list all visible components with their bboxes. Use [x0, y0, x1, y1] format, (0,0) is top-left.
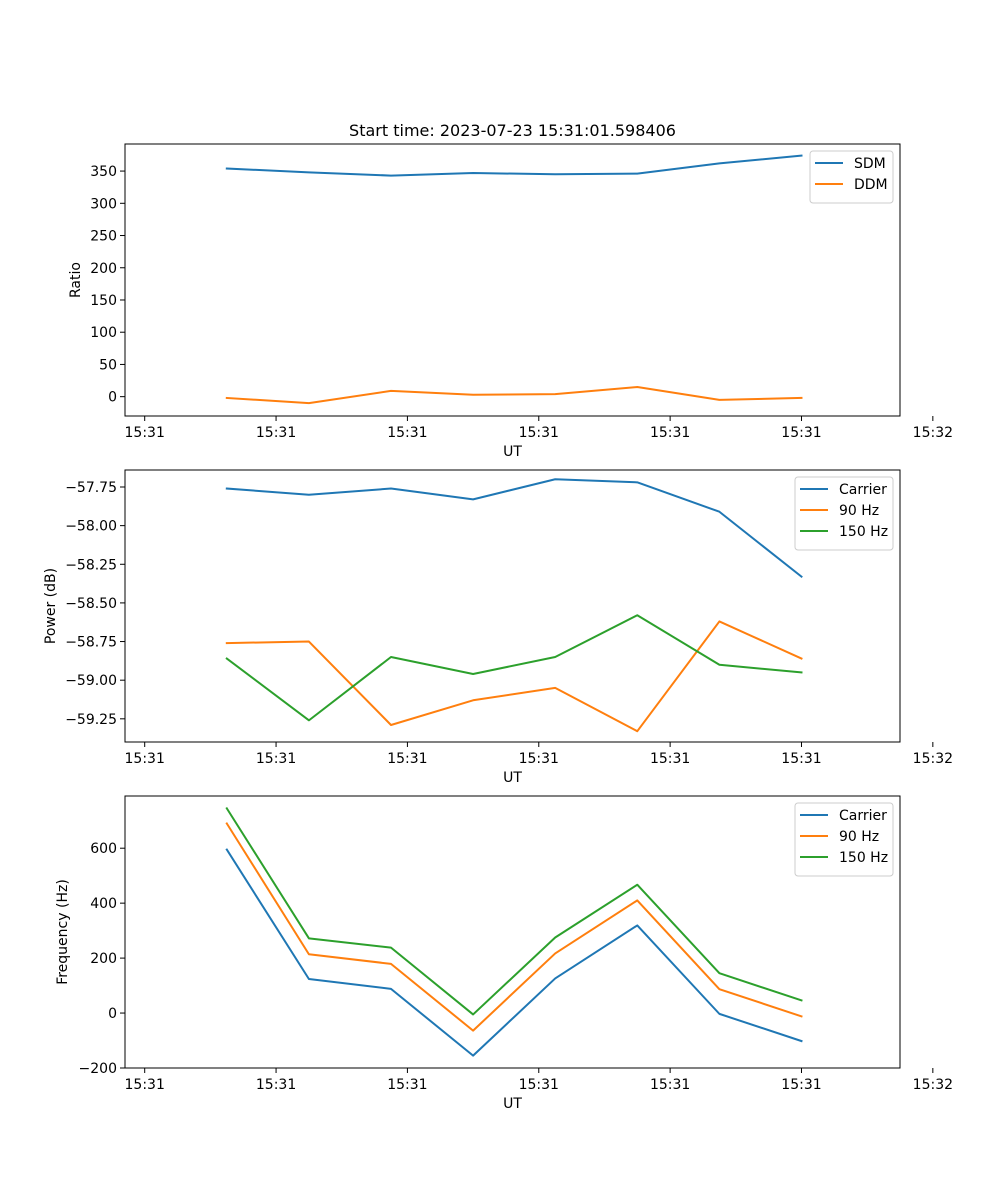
y-tick-label: 250 — [90, 229, 117, 245]
x-tick-label: 15:31 — [519, 1077, 559, 1093]
legend-label: SDM — [854, 156, 886, 172]
x-tick-label: 15:31 — [387, 425, 427, 441]
chart-panel-3: 15:31 15:31 15:31 15:31 15:31 15:31 15:32 −200 0… — [55, 795, 953, 1112]
y-tick-label: −58.25 — [65, 557, 117, 573]
y-tick-label: 100 — [90, 325, 117, 341]
x-tick-label: 15:31 — [519, 425, 559, 441]
series-line-150-hz — [225, 806, 803, 1016]
y-tick-label: −57.75 — [65, 480, 117, 496]
series-line-carrier — [225, 478, 803, 579]
legend-label: 150 Hz — [839, 524, 888, 540]
y-tick-label: 0 — [108, 1006, 117, 1022]
y-tick-label: 600 — [90, 841, 117, 857]
series-line-carrier — [225, 848, 803, 1057]
legend-label: Carrier — [839, 482, 887, 498]
x-tick-label: 15:32 — [913, 751, 953, 767]
x-tick-label: 15:31 — [256, 751, 296, 767]
axes-frame — [124, 469, 901, 743]
chart-panel-1: 15:31 15:31 15:31 15:31 15:31 15:31 15:32 0 50 10… — [68, 143, 953, 460]
x-axis-label: UT — [503, 1096, 522, 1112]
series-line-90-hz — [225, 620, 803, 733]
chart-panel-2: 15:31 15:31 15:31 15:31 15:31 15:31 15:32 −59.2… — [43, 469, 953, 786]
series-line-150-hz — [225, 614, 803, 722]
x-tick-label: 15:31 — [781, 1077, 821, 1093]
x-tick-label: 15:31 — [387, 1077, 427, 1093]
x-tick-label: 15:31 — [256, 425, 296, 441]
series-line-sdm — [225, 154, 803, 177]
legend: SDM DDM — [809, 150, 894, 204]
y-tick-label: 300 — [90, 196, 117, 212]
x-tick-label: 15:31 — [125, 751, 165, 767]
x-axis-label: UT — [503, 770, 522, 786]
y-tick-label: 150 — [90, 293, 117, 309]
x-tick-label: 15:32 — [913, 1077, 953, 1093]
y-axis-label: Ratio — [68, 262, 84, 298]
y-axis-label: Power (dB) — [43, 568, 59, 644]
y-tick-label: 200 — [90, 951, 117, 967]
x-tick-label: 15:31 — [125, 425, 165, 441]
series-line-ddm — [225, 386, 803, 405]
series-line-90-hz — [225, 822, 803, 1032]
x-tick-label: 15:31 — [519, 751, 559, 767]
x-tick-label: 15:31 — [650, 751, 690, 767]
y-tick-label: 200 — [90, 261, 117, 277]
x-tick-label: 15:31 — [125, 1077, 165, 1093]
x-tick-label: 15:31 — [256, 1077, 296, 1093]
x-tick-label: 15:31 — [781, 751, 821, 767]
x-tick-label: 15:31 — [650, 1077, 690, 1093]
y-tick-label: 50 — [99, 357, 117, 373]
legend: Carrier 90 Hz 150 Hz — [794, 476, 894, 551]
y-axis-label: Frequency (Hz) — [55, 879, 71, 985]
legend-label: 90 Hz — [839, 503, 879, 519]
legend-label: DDM — [854, 177, 888, 193]
y-tick-label: −58.00 — [65, 519, 117, 535]
axes-frame — [124, 795, 901, 1069]
figure-title: Start time: 2023-07-23 15:31:01.598406 — [349, 121, 676, 140]
x-tick-label: 15:31 — [650, 425, 690, 441]
y-tick-label: 400 — [90, 896, 117, 912]
y-tick-label: −200 — [79, 1061, 117, 1077]
y-tick-label: −58.75 — [65, 635, 117, 651]
x-tick-label: 15:31 — [781, 425, 821, 441]
y-tick-label: −59.25 — [65, 712, 117, 728]
y-tick-label: −58.50 — [65, 596, 117, 612]
legend-label: Carrier — [839, 808, 887, 824]
x-axis-label: UT — [503, 444, 522, 460]
axes-frame — [124, 143, 901, 417]
legend: Carrier 90 Hz 150 Hz — [794, 802, 894, 877]
legend-label: 90 Hz — [839, 829, 879, 845]
legend-label: 150 Hz — [839, 850, 888, 866]
x-tick-label: 15:32 — [913, 425, 953, 441]
x-tick-label: 15:31 — [387, 751, 427, 767]
y-tick-label: −59.00 — [65, 673, 117, 689]
y-tick-label: 350 — [90, 164, 117, 180]
y-tick-label: 0 — [108, 390, 117, 406]
